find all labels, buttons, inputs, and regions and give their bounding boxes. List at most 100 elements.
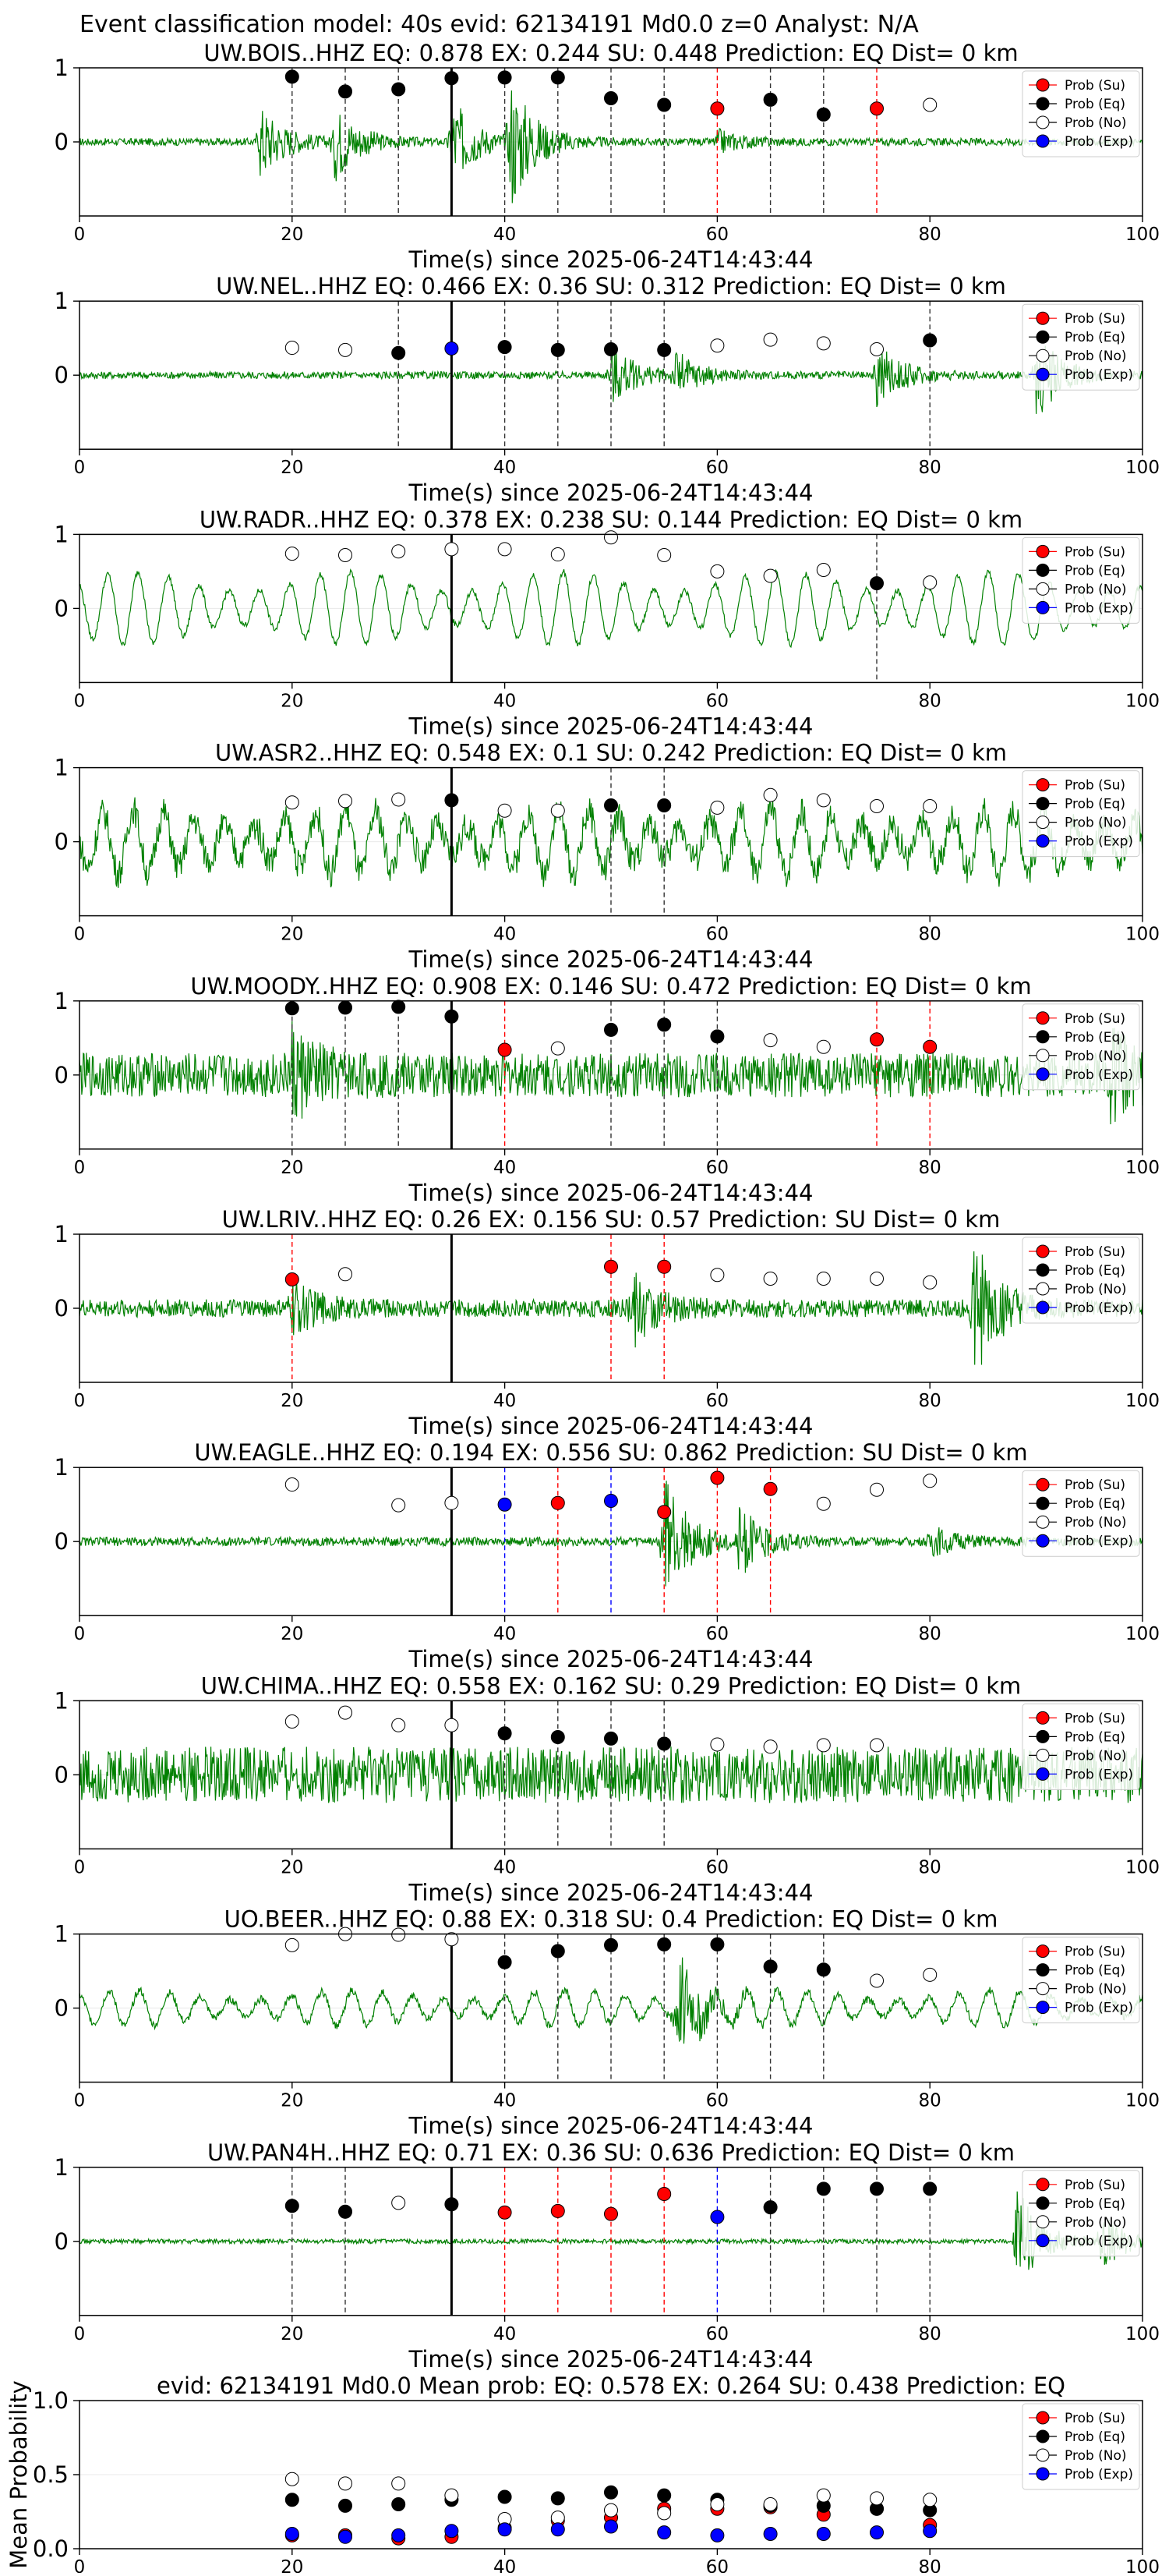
prob-point-su	[657, 2187, 672, 2201]
y-tick-label: 0	[55, 829, 69, 855]
x-tick-label: 0	[74, 225, 86, 245]
x-tick-label: 60	[706, 458, 729, 478]
x-tick-label: 20	[281, 691, 303, 711]
prob-point-su	[870, 101, 884, 116]
prob-point-no	[923, 799, 938, 813]
mean-point-eq	[497, 2489, 512, 2504]
prob-point-no	[604, 530, 618, 545]
legend-label: Prob (Su)	[1065, 2178, 1125, 2193]
x-tick-label: 40	[493, 1857, 516, 1877]
legend-label: Prob (No)	[1065, 2448, 1127, 2464]
prob-point-no	[923, 1474, 938, 1488]
legend-marker-exp	[1036, 2001, 1050, 2015]
x-tick-label: 80	[919, 1391, 941, 1411]
legend-marker-su	[1036, 78, 1050, 92]
panel-10: evid: 62134191 Md0.0 Mean prob: EQ: 0.57…	[5, 2373, 1160, 2576]
legend-marker-no	[1036, 816, 1050, 830]
prob-point-no	[870, 1482, 884, 1497]
x-tick-label: 0	[74, 925, 86, 945]
x-axis-label: Time(s) since 2025-06-24T14:43:44	[408, 1413, 814, 1439]
x-tick-label: 20	[281, 2557, 303, 2573]
legend-marker-eq	[1036, 1263, 1050, 1277]
legend-label: Prob (Eq)	[1065, 2196, 1125, 2212]
legend-label: Prob (Su)	[1065, 2411, 1125, 2426]
x-tick-label: 0	[74, 1391, 86, 1411]
x-tick-label: 40	[493, 2557, 516, 2573]
x-tick-label: 100	[1125, 2324, 1160, 2344]
x-tick-label: 80	[919, 925, 941, 945]
x-tick-label: 80	[919, 2557, 941, 2573]
x-tick-label: 20	[281, 2091, 303, 2111]
y-tick-label: 1	[55, 1454, 69, 1481]
x-axis-label: Time(s) since 2025-06-24T14:43:44	[408, 1646, 814, 1672]
prob-point-no	[391, 792, 406, 807]
legend-marker-eq	[1036, 1030, 1050, 1044]
prob-point-no	[391, 1718, 406, 1732]
prob-point-no	[870, 341, 884, 356]
x-tick-label: 80	[919, 2091, 941, 2111]
prob-point-eq	[604, 1937, 618, 1952]
x-tick-label: 20	[281, 2324, 303, 2344]
prob-point-eq	[923, 2181, 938, 2196]
prob-point-eq	[284, 69, 299, 84]
legend-label: Prob (No)	[1065, 1282, 1127, 1297]
x-tick-label: 0	[74, 458, 86, 478]
panel-title: UW.BOIS..HHZ EQ: 0.878 EX: 0.244 SU: 0.4…	[203, 40, 1018, 66]
prob-point-no	[444, 1718, 459, 1732]
legend-box	[1022, 2403, 1140, 2490]
x-tick-label: 60	[706, 691, 729, 711]
x-axis-label: Time(s) since 2025-06-24T14:43:44	[408, 2113, 814, 2139]
mean-point-exp	[763, 2527, 778, 2541]
mean-point-exp	[710, 2528, 725, 2542]
prob-point-eq	[497, 1955, 512, 1969]
legend-label: Prob (Exp)	[1065, 1067, 1133, 1083]
prob-point-no	[710, 338, 725, 353]
legend-label: Prob (No)	[1065, 816, 1127, 831]
legend-marker-exp	[1036, 2467, 1050, 2481]
x-tick-label: 100	[1125, 1624, 1160, 1644]
mean-point-no	[816, 2488, 831, 2503]
mean-point-exp	[657, 2525, 672, 2540]
legend-box	[1022, 1003, 1140, 1091]
y-tick-label: 1	[55, 288, 69, 314]
prob-point-no	[338, 342, 352, 357]
legend-box	[1022, 770, 1140, 858]
prob-point-no	[710, 1268, 725, 1283]
prob-point-eq	[550, 70, 565, 85]
y-tick-label: 1.0	[33, 2387, 69, 2414]
legend-marker-eq	[1036, 1729, 1050, 1743]
prob-point-no	[816, 1039, 831, 1054]
mean-point-exp	[604, 2519, 618, 2534]
y-tick-label: 0	[55, 1295, 69, 1322]
waveform-trace	[79, 1481, 1143, 1587]
prob-point-no	[550, 1041, 565, 1056]
x-tick-label: 20	[281, 1857, 303, 1877]
legend-label: Prob (Su)	[1065, 778, 1125, 794]
prob-point-eq	[391, 1000, 406, 1014]
prob-point-su	[870, 1032, 884, 1047]
x-tick-label: 20	[281, 225, 303, 245]
prob-point-eq	[444, 71, 459, 86]
x-tick-label: 80	[919, 458, 941, 478]
x-axis-label: Time(s) since 2025-06-24T14:43:44	[408, 1879, 814, 1905]
legend-marker-no	[1036, 1049, 1050, 1063]
mean-point-no	[338, 2476, 352, 2491]
prob-point-eq	[604, 341, 618, 356]
legend-label: Prob (Exp)	[1065, 1534, 1133, 1549]
x-tick-label: 40	[493, 1158, 516, 1178]
legend-label: Prob (Eq)	[1065, 563, 1125, 579]
panel-title: UW.NEL..HHZ EQ: 0.466 EX: 0.36 SU: 0.312…	[216, 273, 1006, 299]
legend-marker-su	[1036, 1011, 1050, 1025]
prob-point-no	[284, 795, 299, 810]
mean-point-no	[284, 2472, 299, 2486]
x-tick-label: 80	[919, 1624, 941, 1644]
legend-marker-eq	[1036, 97, 1050, 111]
panel-8: UO.BEER..HHZ EQ: 0.88 EX: 0.318 SU: 0.4 …	[55, 1906, 1160, 2139]
prob-point-su	[604, 2206, 618, 2221]
prob-point-exp	[710, 2210, 725, 2224]
prob-point-eq	[710, 1029, 725, 1044]
x-tick-label: 20	[281, 1158, 303, 1178]
y-tick-label: 0.0	[33, 2535, 69, 2562]
legend-marker-no	[1036, 1748, 1050, 1762]
